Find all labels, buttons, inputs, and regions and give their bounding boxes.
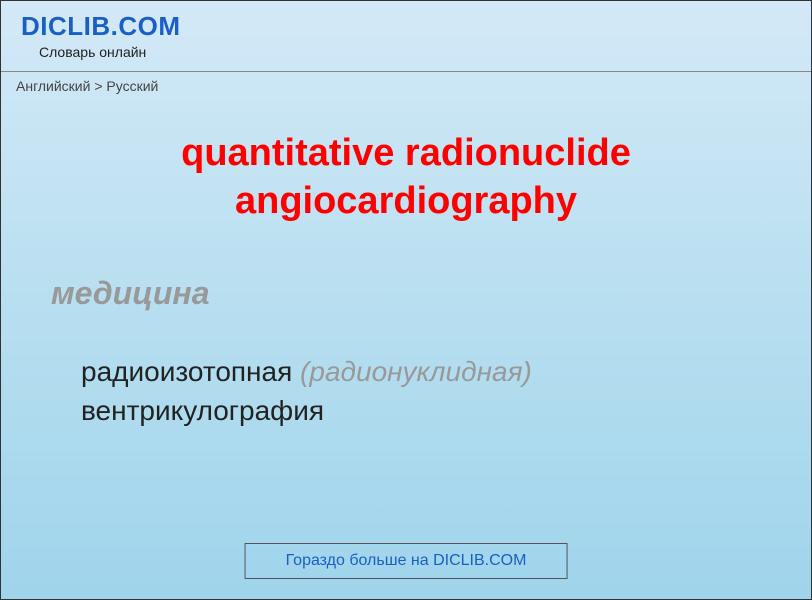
breadcrumb[interactable]: Английский > Русский <box>1 72 811 100</box>
page-header: DICLIB.COM Словарь онлайн <box>1 1 811 65</box>
site-name[interactable]: DICLIB.COM <box>21 11 791 42</box>
definition-part1: радиоизотопная <box>81 356 300 387</box>
definition-paren: (радионуклидная) <box>300 356 532 387</box>
more-link[interactable]: Гораздо больше на DICLIB.COM <box>286 552 527 569</box>
subject-label: медицина <box>1 245 811 322</box>
more-box[interactable]: Гораздо больше на DICLIB.COM <box>245 543 568 579</box>
definition-text: радиоизотопная (радионуклидная) вентрику… <box>1 322 811 440</box>
definition-part2: вентрикулография <box>81 395 324 426</box>
entry-title: quantitative radionuclide angiocardiogra… <box>1 100 811 245</box>
site-tagline: Словарь онлайн <box>39 44 791 60</box>
